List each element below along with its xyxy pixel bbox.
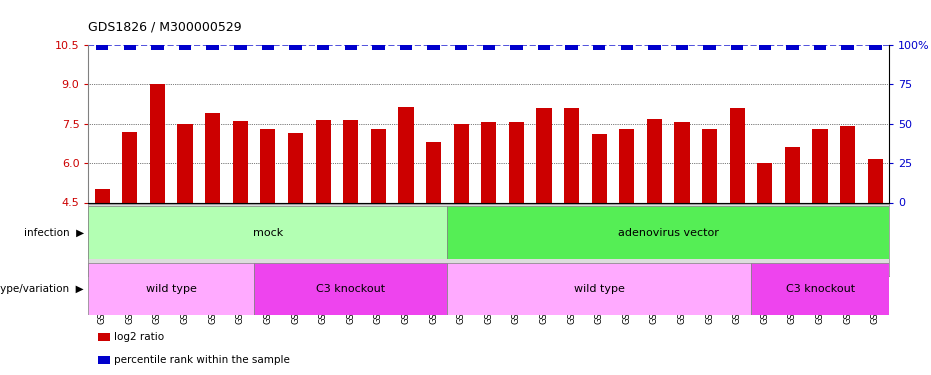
Bar <box>619 129 634 203</box>
Bar <box>730 108 745 202</box>
Bar <box>455 45 467 50</box>
Bar <box>207 45 219 50</box>
Bar <box>344 45 357 50</box>
Bar <box>427 45 439 50</box>
Bar <box>453 124 468 202</box>
Bar <box>813 129 828 203</box>
Bar <box>621 45 633 50</box>
Bar <box>448 262 751 315</box>
Bar <box>261 129 276 203</box>
Bar <box>124 45 136 50</box>
Text: percentile rank within the sample: percentile rank within the sample <box>114 355 290 365</box>
Bar <box>399 45 412 50</box>
Bar <box>88 262 254 315</box>
Bar <box>88 206 448 259</box>
Text: C3 knockout: C3 knockout <box>317 284 385 294</box>
Bar <box>840 126 856 202</box>
Bar <box>648 45 661 50</box>
Bar <box>179 45 191 50</box>
Bar <box>674 123 690 202</box>
Bar <box>842 45 854 50</box>
Bar <box>426 142 441 202</box>
Text: mock: mock <box>253 228 283 237</box>
Text: genotype/variation  ▶: genotype/variation ▶ <box>0 284 84 294</box>
Bar <box>647 118 662 202</box>
Bar <box>398 106 413 202</box>
Bar <box>785 147 800 202</box>
Bar <box>317 45 330 50</box>
Bar <box>150 84 165 203</box>
Bar <box>344 120 358 202</box>
Bar <box>178 124 193 202</box>
Bar <box>122 132 138 203</box>
Bar <box>205 113 221 202</box>
Bar <box>676 45 688 50</box>
Bar <box>536 108 551 202</box>
Bar <box>564 108 579 202</box>
Bar <box>751 262 889 315</box>
Bar <box>757 163 773 202</box>
Bar <box>731 45 744 50</box>
Bar <box>482 45 495 50</box>
Bar <box>96 45 108 50</box>
Bar <box>233 121 248 202</box>
Bar <box>510 45 522 50</box>
Bar <box>254 262 448 315</box>
Bar <box>448 206 889 259</box>
Bar <box>371 129 386 203</box>
Bar <box>787 45 799 50</box>
Bar <box>316 120 331 202</box>
Bar <box>508 123 524 202</box>
Bar <box>288 133 304 202</box>
Text: infection  ▶: infection ▶ <box>23 228 84 237</box>
Bar <box>704 45 716 50</box>
Bar <box>262 45 274 50</box>
Bar <box>151 45 164 50</box>
Bar <box>565 45 578 50</box>
Bar <box>591 134 607 202</box>
Text: wild type: wild type <box>573 284 625 294</box>
Bar <box>814 45 827 50</box>
Bar <box>869 45 882 50</box>
Text: log2 ratio: log2 ratio <box>114 333 164 342</box>
Bar <box>290 45 302 50</box>
Bar <box>868 159 883 203</box>
Bar <box>95 189 110 202</box>
Bar <box>702 129 717 203</box>
Bar <box>481 123 496 202</box>
Text: wild type: wild type <box>146 284 196 294</box>
Text: GDS1826 / M300000529: GDS1826 / M300000529 <box>88 21 242 34</box>
Bar <box>759 45 771 50</box>
Bar <box>593 45 605 50</box>
Bar <box>538 45 550 50</box>
Text: adenovirus vector: adenovirus vector <box>618 228 719 237</box>
Bar <box>234 45 247 50</box>
Bar <box>372 45 385 50</box>
Text: C3 knockout: C3 knockout <box>786 284 855 294</box>
